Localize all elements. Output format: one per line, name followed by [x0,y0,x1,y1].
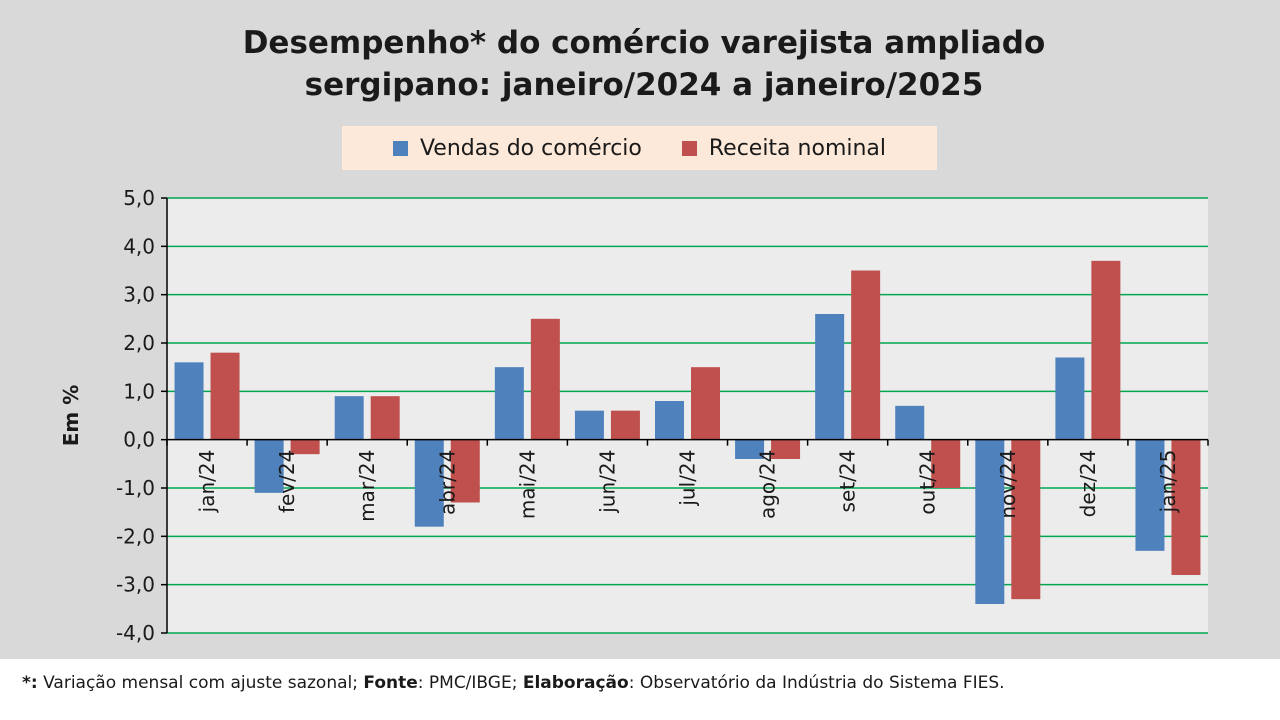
bar-vendas-jul-24 [655,401,684,440]
x-tick-label: jul/24 [676,450,700,507]
y-tick-label: -3,0 [116,573,155,597]
bar-receita-ago-24 [771,439,801,459]
footnote-fonte-label: Fonte [363,673,418,693]
bar-vendas-set-24 [815,314,845,440]
footnote-text2: : PMC/IBGE; [417,673,523,693]
bar-vendas-ago-24 [735,439,765,459]
y-tick-label: 0,0 [123,428,155,452]
x-tick-label: mai/24 [515,450,539,519]
legend-item-receita: Receita nominal [681,135,887,161]
x-tick-label: jan/24 [195,450,219,514]
legend-item-vendas: Vendas do comércio [392,135,642,161]
chart-title-line2: sergipano: janeiro/2024 a janeiro/2025 [304,67,984,103]
bar-receita-jan-25 [1171,439,1201,575]
y-tick-label: -4,0 [116,621,155,645]
legend-swatch-receita [681,140,697,156]
bar-vendas-dez-24 [1055,357,1085,440]
y-tick-label: -2,0 [116,524,155,548]
bar-chart: 5,0 4,0 3,0 2,0 1,0 0,0 -1,0 -2,0 -3,0 -4,0 Em % ja… [59,186,1209,645]
y-tick-label: 1,0 [123,379,155,403]
bar-vendas-mar-24 [334,396,364,440]
bar-receita-abr-24 [450,439,480,503]
y-tick-label: -1,0 [116,476,155,500]
footnote-elaboracao-label: Elaboração [522,673,629,693]
bar-receita-fev-24 [290,439,320,455]
y-tick-label: 4,0 [123,234,155,258]
chart-title: Desempenho* do comércio varejista amplia… [0,22,1280,106]
y-tick-label: 2,0 [123,331,155,355]
chart-legend: Vendas do comércio Receita nominal [342,126,937,170]
bar-receita-jan-24 [210,352,240,440]
x-tick-label: jan/25 [1156,450,1180,514]
x-tick-label: out/24 [916,450,940,515]
legend-label-vendas: Vendas do comércio [419,135,642,161]
bar-vendas-fev-24 [254,439,284,493]
footnote-text3: : Observatório da Indústria do Sistema F… [628,673,1005,693]
legend-label-receita: Receita nominal [708,135,887,161]
x-tick-label: ago/24 [756,450,780,519]
bar-vendas-out-24 [895,405,925,440]
bar-vendas-nov-24 [975,439,1005,604]
bar-vendas-jan-24 [174,362,204,440]
bar-receita-mar-24 [370,396,400,440]
y-axis-label: Em % [59,385,83,447]
x-tick-label: set/24 [836,450,860,513]
plot-area [167,198,1208,633]
bar-receita-out-24 [931,439,961,488]
x-tick-label: dez/24 [1076,450,1100,518]
footnote-star: *: [22,673,38,693]
footnote-text1: Variação mensal com ajuste sazonal; [37,673,364,693]
bar-vendas-abr-24 [414,439,444,527]
x-tick-label: mar/24 [355,450,379,522]
legend-swatch-vendas [392,140,408,156]
x-tick-label: abr/24 [435,450,459,515]
bar-receita-jun-24 [610,410,640,440]
x-tick-label: jun/24 [595,450,619,514]
y-tick-label: 3,0 [123,283,155,307]
bar-vendas-jan-25 [1135,439,1165,551]
x-tick-label: fev/24 [275,450,299,513]
bar-receita-nov-24 [1011,439,1041,600]
y-tick-label: 5,0 [123,186,155,210]
bar-receita-jul-24 [691,367,720,440]
bar-vendas-jun-24 [574,410,604,440]
bar-receita-mai-24 [530,318,560,440]
chart-title-line1: Desempenho* do comércio varejista amplia… [242,25,1046,61]
footnote: *: Variação mensal com ajuste sazonal; F… [0,659,1280,720]
bar-vendas-mai-24 [494,367,524,440]
bar-receita-set-24 [851,270,881,440]
bar-receita-dez-24 [1091,260,1121,440]
x-tick-label: nov/24 [996,450,1020,519]
